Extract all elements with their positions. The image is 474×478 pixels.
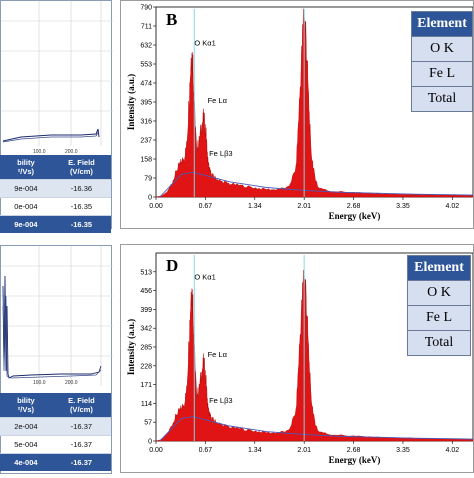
y-tick-label: 711 [141, 24, 152, 31]
y-tick-label: 171 [140, 382, 152, 389]
element-row: Fe L [411, 61, 473, 87]
element-header: Element [407, 255, 471, 281]
peak-label: O Kα1 [194, 38, 215, 47]
table-cell: -16.35 [51, 215, 111, 233]
x-tick-label: 3.35 [396, 447, 410, 454]
left-top-xtick-1: 100.0 [33, 149, 46, 155]
table-cell: 2e-004 [0, 417, 52, 436]
y-axis-label: Intensity (a.u.) [126, 74, 136, 130]
y-tick-label: 228 [140, 363, 152, 370]
y-axis-label: Intensity (a.u.) [126, 319, 136, 375]
table-cell: 5e-004 [0, 435, 52, 454]
table-cell: 9e-004 [0, 215, 52, 233]
left-bottom-xtick-2: 200.0 [65, 380, 78, 386]
y-tick-label: 513 [140, 269, 152, 276]
y-tick-label: 285 [140, 345, 152, 352]
y-tick-label: 399 [140, 307, 152, 314]
element-table-b: Element O K Fe L Total [411, 11, 473, 112]
eds-panel-d: D 0 57 114 171 228 285 342 399 456 513 0.00 0.67 1.34… [120, 244, 474, 473]
y-tick-label: 790 [140, 5, 152, 12]
table-cell: -16.37 [51, 417, 111, 436]
element-row: O K [407, 280, 471, 306]
table-cell: 4e-004 [0, 453, 52, 471]
table-cell: -16.36 [51, 179, 111, 198]
mobility-header: bility ²/Vs) [0, 155, 52, 180]
element-row: Total [411, 86, 473, 112]
peak-label: Fe Lα [208, 350, 228, 359]
peak-label: Fe Lβ3 [209, 149, 233, 158]
panel-label: D [166, 256, 178, 275]
element-row: O K [411, 36, 473, 62]
background-curve [159, 416, 474, 442]
peak-label: Fe Lα [208, 96, 228, 105]
y-tick-label: 456 [140, 288, 152, 295]
y-tick-label: 0 [148, 195, 152, 202]
panel-label: B [166, 10, 177, 29]
mobility-header: bility ²/Vs) [0, 393, 52, 418]
left-bottom-xtick-1: 100.0 [33, 380, 46, 386]
background-curve [159, 171, 474, 198]
x-tick-label: 2.01 [297, 203, 311, 210]
x-tick-label: 3.35 [396, 203, 410, 210]
left-top-table: bility ²/Vs) E. Field (V/cm) 9e-004 -16.36 … [0, 155, 111, 233]
peak-label: Fe Lβ3 [209, 396, 233, 405]
efield-header: E. Field (V/cm) [51, 155, 111, 180]
y-tick-label: 395 [140, 100, 152, 107]
y-tick-label: 474 [140, 81, 152, 88]
left-top-xtick-2: 200.0 [65, 149, 78, 155]
y-tick-label: 0 [148, 439, 152, 446]
element-header: Element [411, 11, 473, 37]
y-tick-label: 79 [144, 176, 152, 183]
spectrum-area [155, 8, 474, 198]
y-tick-label: 632 [140, 43, 152, 50]
x-tick-label: 0.00 [149, 447, 163, 454]
element-row: Total [407, 330, 471, 356]
element-table-d: Element O K Fe L Total [407, 255, 471, 356]
x-tick-label: 0.67 [199, 447, 213, 454]
x-tick-label: 1.34 [248, 203, 262, 210]
table-cell: -16.35 [51, 197, 111, 216]
x-tick-label: 2.68 [347, 203, 361, 210]
y-tick-label: 158 [140, 157, 152, 164]
table-cell: -16.37 [51, 453, 111, 471]
table-cell: 9e-004 [0, 179, 52, 198]
y-tick-label: 57 [144, 420, 152, 427]
left-bottom-plot: 100.0 200.0 [1, 246, 113, 386]
x-tick-label: 4.02 [446, 203, 460, 210]
table-cell: 0e-004 [0, 197, 52, 216]
y-tick-label: 114 [141, 401, 152, 408]
x-axis-label: Energy (keV) [329, 211, 381, 221]
peak-label: O Kα1 [194, 272, 215, 281]
x-tick-label: 2.01 [297, 447, 311, 454]
x-tick-label: 0.00 [149, 203, 163, 210]
y-tick-label: 316 [140, 119, 152, 126]
x-axis-label: Energy (keV) [329, 455, 381, 465]
x-tick-label: 2.68 [347, 447, 361, 454]
y-tick-label: 553 [140, 62, 152, 69]
x-tick-label: 1.34 [248, 447, 262, 454]
x-tick-label: 0.67 [199, 203, 213, 210]
y-tick-label: 237 [140, 138, 152, 145]
y-tick-label: 342 [140, 326, 152, 333]
table-cell: -16.37 [51, 435, 111, 454]
x-tick-label: 4.02 [446, 447, 460, 454]
left-bottom-table: bility ²/Vs) E. Field (V/cm) 2e-004 -16.37 … [0, 393, 111, 471]
eds-panel-b: B 0 79 158 237 316 395 474 553 632 711 790 0.00 0.67 1… [120, 0, 474, 229]
left-top-plot: 100.0 200.0 [1, 1, 113, 155]
efield-header: E. Field (V/cm) [51, 393, 111, 418]
element-row: Fe L [407, 305, 471, 331]
